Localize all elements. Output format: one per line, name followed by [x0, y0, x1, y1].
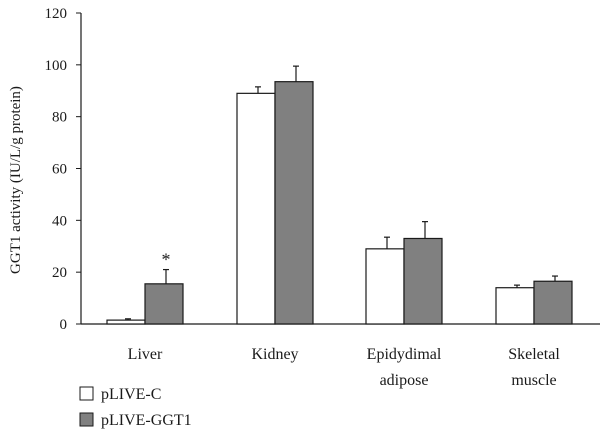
category-label: Liver — [128, 346, 163, 363]
category-label: Epidydimal — [367, 346, 442, 363]
bar-pLIVE-C-3 — [495, 287, 535, 325]
bar-pLIVE-GGT1-0 — [144, 283, 184, 325]
legend: pLIVE-C pLIVE-GGT1 — [79, 386, 192, 429]
legend-swatch-pLIVE-C — [79, 386, 94, 401]
bar-pLIVE-GGT1-3 — [533, 280, 573, 325]
bar-pLIVE-C-2 — [365, 248, 405, 325]
y-tick-label: 20 — [52, 265, 67, 281]
category-label: Skeletal — [508, 346, 560, 363]
category-label: muscle — [511, 372, 556, 389]
bar-pLIVE-GGT1-1 — [274, 81, 314, 325]
significance-marker: * — [162, 250, 171, 270]
legend-swatch-pLIVE-GGT1 — [79, 412, 94, 427]
category-label: adipose — [380, 372, 429, 389]
bar-pLIVE-GGT1-2 — [403, 237, 443, 325]
legend-label-pLIVE-GGT1: pLIVE-GGT1 — [101, 412, 192, 429]
y-axis-label: GGT1 activity (IU/L/g protein) — [8, 86, 24, 274]
error-bars — [125, 65, 558, 321]
y-tick-label: 60 — [52, 162, 67, 178]
y-tick-label: 120 — [45, 6, 68, 22]
y-tick-label: 0 — [60, 317, 68, 333]
y-tick-label: 80 — [52, 110, 67, 126]
y-tick-label: 40 — [52, 213, 67, 229]
x-axis-categories: Liver Kidney Epidydimal adipose Skeletal musc… — [128, 346, 561, 389]
bar-pLIVE-C-1 — [236, 92, 276, 325]
axes — [80, 13, 600, 325]
bars — [106, 81, 573, 325]
y-axis-ticks: 0 20 40 60 80 100 120 — [45, 6, 81, 333]
legend-label-pLIVE-C: pLIVE-C — [101, 386, 161, 403]
y-tick-label: 100 — [45, 58, 68, 74]
annotations: * — [162, 250, 171, 270]
bar-pLIVE-C-0 — [106, 319, 146, 325]
category-label: Kidney — [251, 346, 298, 363]
